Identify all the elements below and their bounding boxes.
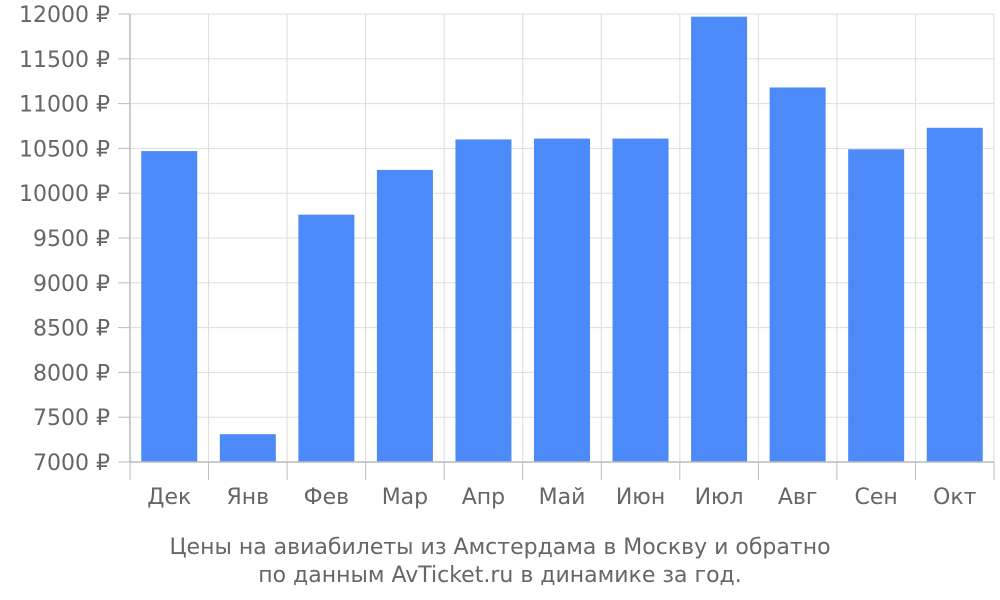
y-tick-label: 10500 ₽: [19, 137, 110, 162]
bar-Июл: [691, 16, 748, 463]
y-tick-label: 12000 ₽: [19, 3, 110, 28]
axes: [118, 13, 995, 480]
bar-Сен: [848, 149, 905, 462]
x-tick-label: Окт: [933, 485, 977, 510]
y-tick-label: 11500 ₽: [19, 48, 110, 73]
y-tick-label: 8500 ₽: [33, 317, 110, 342]
x-tick-label: Дек: [147, 485, 191, 510]
chart-caption-line-1: Цены на авиабилеты из Амстердама в Москв…: [169, 535, 831, 560]
y-tick-label: 10000 ₽: [19, 182, 110, 207]
y-tick-label: 9500 ₽: [33, 227, 110, 252]
chart-caption-line-2: по данным AvTicket.ru в динамике за год.: [258, 563, 742, 588]
x-tick-label: Май: [539, 485, 586, 510]
bar-Мар: [376, 169, 433, 463]
bar-Дек: [141, 151, 198, 462]
y-axis-ticks: 7000 ₽ 7500 ₽ 8000 ₽ 8500 ₽ 9000 ₽ 9500 ₽ 1000…: [19, 3, 110, 476]
x-tick-label: Янв: [226, 485, 269, 510]
bar-Янв: [219, 434, 276, 462]
x-tick-label: Авг: [778, 485, 818, 510]
y-tick-label: 7500 ₽: [33, 406, 110, 431]
x-tick-label: Мар: [382, 485, 428, 510]
bar-Июн: [612, 138, 669, 462]
bars: [141, 16, 983, 463]
y-tick-label: 9000 ₽: [33, 272, 110, 297]
y-tick-label: 8000 ₽: [33, 361, 110, 386]
x-axis-ticks: Дек Янв Фев Мар Апр Май Июн Июл Авг Сен Окт: [147, 485, 976, 510]
x-tick-label: Сен: [855, 485, 898, 510]
bar-Окт: [926, 127, 983, 463]
bar-Авг: [769, 87, 826, 463]
y-tick-label: 11000 ₽: [19, 93, 110, 118]
bar-chart: 7000 ₽ 7500 ₽ 8000 ₽ 8500 ₽ 9000 ₽ 9500 ₽ 1000…: [19, 3, 995, 510]
bar-Фев: [298, 214, 355, 462]
x-tick-label: Фев: [304, 485, 349, 510]
x-tick-label: Июн: [616, 485, 665, 510]
y-tick-label: 7000 ₽: [33, 451, 110, 476]
x-tick-label: Апр: [462, 485, 505, 510]
bar-Апр: [455, 139, 512, 462]
bar-Май: [534, 138, 590, 462]
x-tick-label: Июл: [695, 485, 744, 510]
